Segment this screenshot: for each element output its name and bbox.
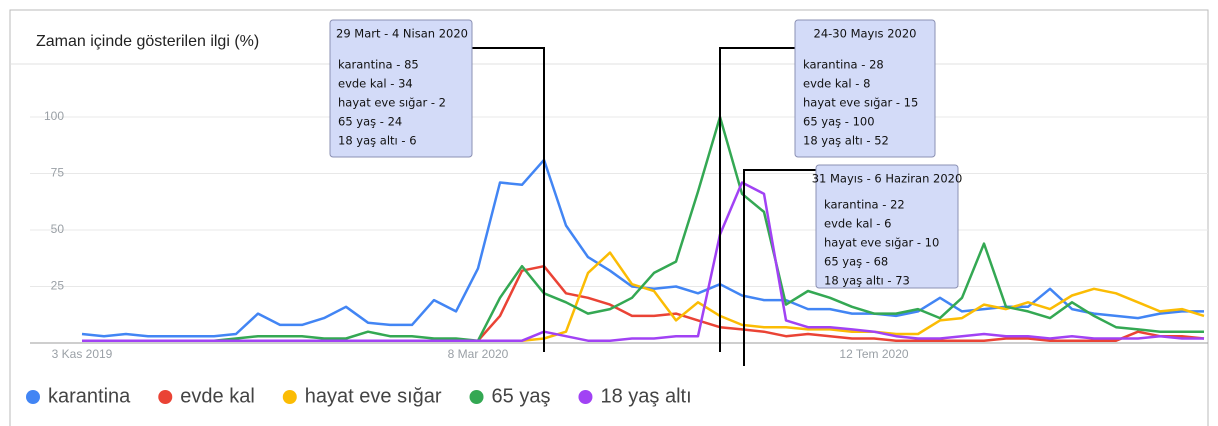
plot: 25 50 75 100 3 Kas 2019 8 Mar 2020 12 Tem 2020: [30, 109, 1208, 361]
chart-title: Zaman içinde gösterilen ilgi (%): [36, 33, 259, 50]
legend-marker: [158, 390, 173, 404]
legend-label: 65 yaş: [492, 385, 551, 407]
annotation-line: 18 yaş altı - 52: [803, 134, 889, 148]
x-tick-label: 3 Kas 2019: [52, 347, 113, 361]
annotation-line: evde kal - 8: [803, 77, 870, 91]
annotation-leader: [472, 47, 545, 352]
card: [9, 9, 1209, 426]
annotation-leader: [743, 169, 816, 366]
series-line: [82, 115, 1204, 342]
annotation-line: evde kal - 34: [338, 77, 413, 91]
legend-label: evde kal: [180, 385, 255, 407]
annotation-title: 31 Mayıs - 6 Haziran 2020: [812, 172, 963, 186]
annotation-line: hayat eve sığar - 10: [824, 236, 939, 250]
annotation-line: karantina - 28: [803, 58, 884, 72]
annotation-line: karantina - 22: [824, 198, 905, 212]
annotation-line: karantina - 85: [338, 58, 419, 72]
annotation-line: 65 yaş - 68: [824, 255, 888, 269]
annotation-title: 29 Mart - 4 Nisan 2020: [336, 27, 468, 41]
x-tick-label: 12 Tem 2020: [839, 347, 908, 361]
annotation-line: hayat eve sığar - 15: [803, 96, 918, 110]
series-line: [82, 181, 1204, 342]
y-tick-label: 25: [51, 279, 65, 293]
annotation-leader: [719, 47, 795, 352]
legend-marker: [282, 390, 297, 404]
annotation-title: 24-30 Mayıs 2020: [814, 27, 917, 41]
legend: karantina evde kal hayat eve sığar 65 yaş 18…: [26, 385, 692, 407]
annotation-line: 65 yaş - 24: [338, 115, 402, 129]
annotation-line: hayat eve sığar - 2: [338, 96, 446, 110]
annotation-line: 18 yaş altı - 6: [338, 134, 417, 148]
legend-marker: [469, 390, 484, 404]
annotation-line: 65 yaş - 100: [803, 115, 875, 129]
annotation-box: [815, 164, 959, 289]
annotation-box: [329, 19, 473, 158]
legend-marker: [578, 390, 593, 404]
y-tick-label: 75: [51, 166, 65, 180]
y-tick-label: 50: [51, 222, 65, 236]
annotations: 29 Mart - 4 Nisan 2020 karantina - 85 evde…: [329, 19, 963, 366]
legend-label: 18 yaş altı: [600, 385, 691, 407]
legend-marker: [26, 390, 40, 404]
annotation-line: evde kal - 6: [824, 217, 891, 231]
annotation-box: [794, 19, 936, 158]
annotation-line: 18 yaş altı - 73: [824, 274, 910, 288]
legend-label: karantina: [48, 385, 131, 407]
x-tick-label: 8 Mar 2020: [448, 347, 509, 361]
y-tick-label: 100: [44, 109, 64, 123]
legend-label: hayat eve sığar: [305, 385, 442, 407]
